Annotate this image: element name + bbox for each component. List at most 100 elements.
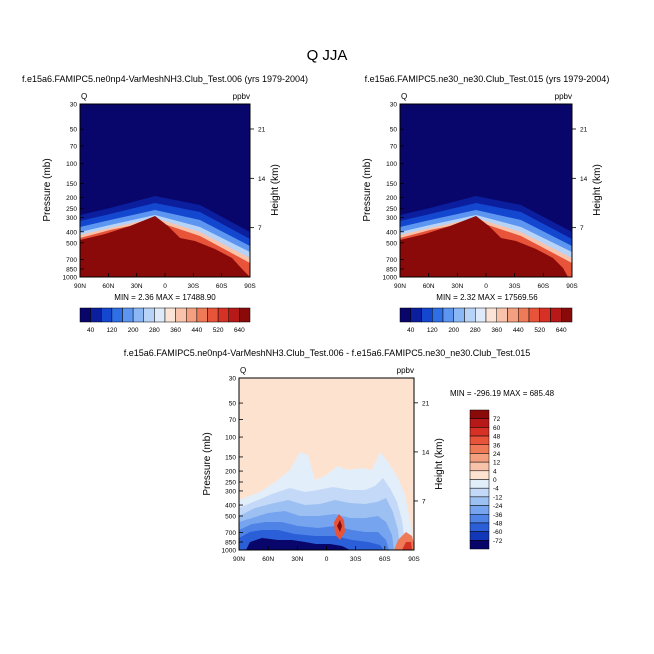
panel-3-positive-south-core	[402, 542, 412, 550]
right-tick-label: 7	[422, 498, 426, 505]
y-tick-label: 200	[225, 469, 236, 476]
y-tick-label: 100	[66, 161, 77, 168]
colorbar-swatch	[496, 307, 508, 323]
colorbar-swatch	[464, 307, 476, 323]
colorbar-label: 12	[493, 460, 501, 467]
colorbar-label: -4	[493, 486, 499, 493]
colorbar-swatch	[186, 307, 198, 323]
y-tick-label: 400	[225, 503, 236, 510]
panel-1-title: f.e15a6.FAMIPC5.ne0np4-VarMeshNH3.Club_T…	[22, 74, 308, 84]
colorbar-swatch	[507, 307, 519, 323]
y-tick-label: 250	[225, 480, 236, 487]
y-tick-label: 850	[386, 266, 397, 273]
colorbar-swatch	[469, 479, 490, 489]
panel-1-axes: 305070100150200250300400500700850100090N…	[63, 102, 266, 291]
colorbar-swatch	[469, 514, 490, 524]
panel-1: f.e15a6.FAMIPC5.ne0np4-VarMeshNH3.Club_T…	[22, 74, 308, 334]
colorbar-swatch	[469, 409, 490, 419]
y-tick-label: 1000	[222, 548, 237, 555]
colorbar-swatch	[122, 307, 134, 323]
panel-3-ylabel-right: Height (km)	[434, 438, 445, 490]
colorbar-label: 640	[556, 327, 567, 334]
colorbar-swatch	[469, 505, 490, 515]
panel-1-moist-core	[80, 216, 250, 277]
colorbar-label: 40	[87, 327, 95, 334]
y-tick-label: 850	[66, 266, 77, 273]
x-tick-label: 0	[325, 556, 329, 563]
x-tick-label: 60N	[423, 283, 435, 290]
colorbar-label: 520	[534, 327, 545, 334]
y-tick-label: 700	[386, 257, 397, 264]
y-tick-label: 150	[66, 181, 77, 188]
y-tick-label: 250	[386, 206, 397, 213]
x-tick-label: 90N	[233, 556, 245, 563]
panel-2-title: f.e15a6.FAMIPC5.ne30_ne30.Club_Test.015 …	[365, 74, 610, 84]
x-tick-label: 30S	[350, 556, 362, 563]
colorbar-label: 4	[493, 468, 497, 475]
y-tick-label: 50	[390, 127, 398, 134]
colorbar-swatch	[469, 522, 490, 532]
colorbar-label: 360	[491, 327, 502, 334]
colorbar-label: 36	[493, 442, 501, 449]
colorbar-label: 40	[407, 327, 415, 334]
panel-3-positive-tropics-core	[337, 520, 342, 532]
x-tick-label: 30N	[451, 283, 463, 290]
colorbar-swatch	[469, 435, 490, 445]
colorbar-swatch	[217, 307, 229, 323]
panel-1-plot	[80, 104, 250, 277]
right-tick-label: 14	[580, 176, 588, 183]
x-tick-label: 90N	[74, 283, 86, 290]
colorbar-label: 440	[513, 327, 524, 334]
colorbar-label: -24	[493, 503, 503, 510]
right-tick-label: 14	[258, 176, 266, 183]
colorbar-swatch	[442, 307, 454, 323]
x-tick-label: 30N	[131, 283, 143, 290]
colorbar-swatch	[475, 307, 487, 323]
y-tick-label: 1000	[63, 275, 78, 282]
panel-3-stats: MIN = -296.19 MAX = 685.48	[450, 389, 555, 398]
colorbar-label: 24	[493, 451, 501, 458]
y-tick-label: 30	[390, 102, 398, 109]
colorbar-swatch	[432, 307, 444, 323]
colorbar-swatch	[132, 307, 144, 323]
x-tick-label: 60S	[538, 283, 550, 290]
colorbar-label: -36	[493, 512, 503, 519]
colorbar-swatch	[518, 307, 530, 323]
x-tick-label: 60N	[262, 556, 274, 563]
colorbar-swatch	[469, 540, 490, 550]
colorbar-label: 280	[470, 327, 481, 334]
panel-2-axes: 305070100150200250300400500700850100090N…	[383, 102, 588, 291]
colorbar-swatch	[469, 444, 490, 454]
y-tick-label: 400	[66, 229, 77, 236]
y-tick-label: 100	[386, 161, 397, 168]
y-tick-label: 300	[66, 215, 77, 222]
colorbar-label: 120	[106, 327, 117, 334]
colorbar-label: -12	[493, 494, 503, 501]
y-tick-label: 70	[229, 417, 237, 424]
colorbar-label: 60	[493, 425, 501, 432]
y-tick-label: 150	[225, 454, 236, 461]
colorbar-swatch	[550, 307, 562, 323]
colorbar-swatch	[561, 307, 573, 323]
panel-3-units: ppbv	[397, 366, 414, 375]
panel-3: f.e15a6.FAMIPC5.ne0np4-VarMeshNH3.Club_T…	[124, 348, 555, 563]
colorbar-swatch	[469, 496, 490, 506]
x-tick-label: 0	[484, 283, 488, 290]
y-tick-label: 300	[225, 488, 236, 495]
y-tick-label: 200	[66, 195, 77, 202]
y-tick-label: 500	[386, 240, 397, 247]
panel-3-negative-core	[246, 538, 350, 550]
panel-2-ylabel: Pressure (mb)	[362, 158, 373, 221]
colorbar-swatch	[469, 470, 490, 480]
colorbar-swatch	[228, 307, 240, 323]
colorbar-label: 280	[149, 327, 160, 334]
panel-1-variable: Q	[81, 92, 87, 101]
y-tick-label: 50	[70, 127, 78, 134]
colorbar-label: 48	[493, 434, 501, 441]
colorbar-swatch	[399, 307, 411, 323]
x-tick-label: 60S	[216, 283, 228, 290]
panel-2-ylabel-right: Height (km)	[592, 164, 603, 216]
panel-3-plot	[239, 378, 414, 550]
